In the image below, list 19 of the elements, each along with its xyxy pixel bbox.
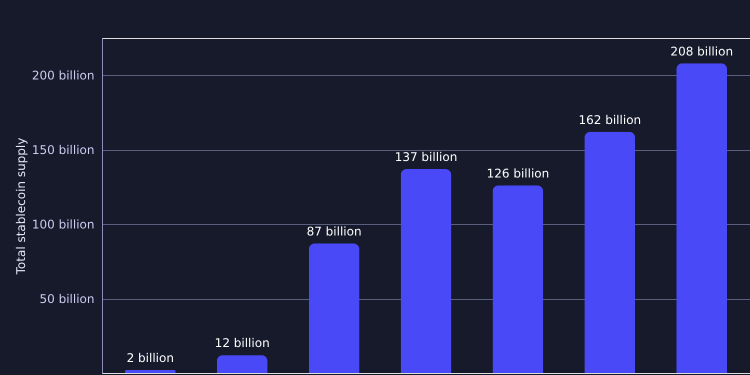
bar bbox=[676, 63, 728, 373]
data-label: 2 billion bbox=[126, 351, 174, 366]
bar bbox=[584, 132, 636, 373]
data-label: 87 billion bbox=[306, 224, 362, 238]
data-label: 126 billion bbox=[486, 166, 550, 180]
y-tick-label: 150 billion bbox=[32, 143, 94, 158]
y-tick-label: 50 billion bbox=[40, 292, 94, 306]
data-label: 12 billion bbox=[214, 336, 270, 350]
bar bbox=[400, 169, 452, 373]
y-axis-title: Total stablecoin supply bbox=[14, 138, 28, 276]
data-label: 208 billion bbox=[670, 44, 734, 58]
bar bbox=[492, 185, 544, 373]
y-tick-label: 200 billion bbox=[32, 68, 94, 83]
bar bbox=[216, 355, 268, 373]
y-tick-label: 100 billion bbox=[32, 218, 94, 232]
bar bbox=[124, 370, 176, 373]
data-label: 137 billion bbox=[394, 150, 458, 164]
bar bbox=[308, 243, 360, 373]
data-label: 162 billion bbox=[578, 112, 642, 127]
